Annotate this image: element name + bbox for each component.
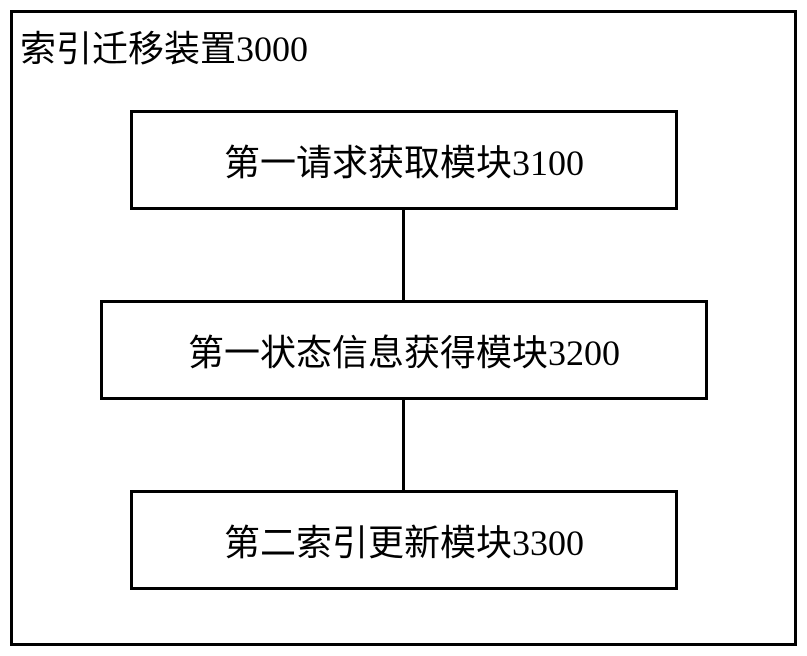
connector-2-3 [402, 400, 405, 490]
module-label: 第一请求获取模块3100 [224, 134, 584, 186]
module-box-1: 第一请求获取模块3100 [130, 110, 678, 210]
module-label: 第一状态信息获得模块3200 [188, 324, 620, 376]
connector-1-2 [402, 210, 405, 300]
module-box-3: 第二索引更新模块3300 [130, 490, 678, 590]
container-title: 索引迁移装置3000 [20, 20, 308, 72]
module-box-2: 第一状态信息获得模块3200 [100, 300, 708, 400]
module-label: 第二索引更新模块3300 [224, 514, 584, 566]
